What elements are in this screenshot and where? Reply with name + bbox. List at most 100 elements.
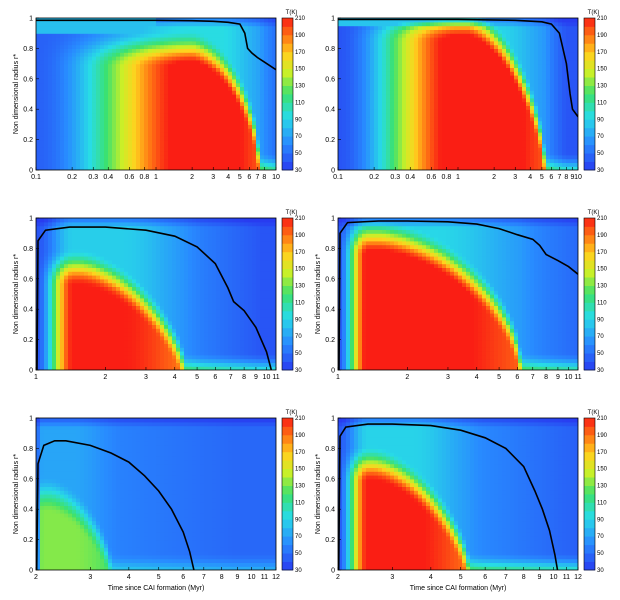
heatmap-cell	[220, 29, 225, 34]
heatmap-cell	[482, 139, 487, 144]
heatmap-cell	[44, 97, 49, 103]
heatmap-cell	[566, 116, 571, 122]
heatmap-cell	[410, 44, 415, 49]
heatmap-cell	[478, 67, 483, 72]
heatmap-cell	[92, 63, 97, 68]
heatmap-cell	[260, 139, 265, 144]
heatmap-cell	[530, 86, 535, 91]
heatmap-cell	[40, 59, 45, 65]
heatmap-cell	[48, 124, 53, 129]
heatmap-cell	[446, 162, 451, 167]
heatmap-cell	[486, 33, 491, 38]
heatmap-cell	[418, 67, 423, 72]
heatmap-cell	[228, 109, 233, 114]
heatmap-cell	[438, 63, 443, 68]
heatmap-cell	[378, 113, 383, 118]
heatmap-cell	[442, 21, 447, 27]
heatmap-cell	[48, 82, 53, 87]
heatmap-cell	[510, 37, 515, 42]
heatmap-cell	[390, 113, 395, 118]
heatmap-cell	[216, 154, 221, 160]
heatmap-cell	[56, 71, 61, 76]
heatmap-cell	[132, 109, 137, 114]
heatmap-cell	[152, 33, 157, 38]
heatmap-cell	[108, 109, 113, 114]
heatmap-cell	[172, 56, 177, 61]
heatmap-cell	[264, 48, 269, 53]
heatmap-cell	[224, 48, 229, 53]
heatmap-cell	[498, 162, 503, 167]
heatmap-cell	[494, 166, 499, 170]
heatmap-cell	[48, 21, 53, 27]
heatmap-cell	[52, 128, 57, 133]
heatmap-cell	[72, 154, 77, 160]
heatmap-cell	[260, 59, 265, 65]
heatmap-cell	[550, 135, 555, 141]
heatmap-cell	[164, 97, 169, 103]
heatmap-cell	[264, 40, 269, 46]
heatmap-cell	[522, 59, 527, 65]
heatmap-cell	[68, 40, 73, 46]
heatmap-cell	[550, 128, 555, 133]
heatmap-cell	[88, 135, 93, 141]
heatmap-cell	[168, 52, 173, 57]
heatmap-cell	[144, 67, 149, 72]
heatmap-cell	[434, 120, 439, 125]
heatmap-cell	[236, 82, 241, 87]
heatmap-cell	[518, 59, 523, 65]
heatmap-cell	[216, 33, 221, 38]
heatmap-cell	[188, 113, 193, 118]
heatmap-cell	[132, 143, 137, 148]
heatmap-cell	[208, 33, 213, 38]
heatmap-cell	[40, 113, 45, 118]
heatmap-cell	[160, 29, 165, 34]
heatmap-cell	[498, 44, 503, 49]
heatmap-cell	[172, 124, 177, 129]
heatmap-cell	[538, 109, 543, 114]
colorbar-tick-label: 90	[295, 117, 302, 123]
heatmap-cell	[164, 132, 169, 137]
heatmap-cell	[490, 90, 495, 95]
heatmap-cell	[386, 37, 391, 42]
heatmap-cell	[370, 113, 375, 118]
heatmap-cell	[144, 63, 149, 68]
colorbar-band	[584, 119, 595, 129]
heatmap-cell	[482, 162, 487, 167]
heatmap-cell	[124, 128, 129, 133]
heatmap-cell	[514, 21, 519, 27]
heatmap-cell	[208, 124, 213, 129]
heatmap-cell	[402, 139, 407, 144]
heatmap-cell	[144, 147, 149, 152]
heatmap-cell	[574, 158, 578, 163]
heatmap-cell	[40, 162, 45, 167]
heatmap-cell	[386, 132, 391, 137]
heatmap-cell	[358, 113, 363, 118]
heatmap-cell	[554, 67, 559, 72]
heatmap-cell	[470, 59, 475, 65]
heatmap-cell	[398, 124, 403, 129]
heatmap-cell	[72, 63, 77, 68]
heatmap-cell	[398, 40, 403, 46]
heatmap-cell	[228, 143, 233, 148]
heatmap-cell	[160, 154, 165, 160]
colorbar-tick-label: 210	[597, 16, 608, 22]
heatmap-cell	[244, 52, 249, 57]
heatmap-cell	[506, 75, 511, 80]
heatmap-cell	[144, 75, 149, 80]
heatmap-cell	[410, 21, 415, 27]
heatmap-cell	[196, 67, 201, 72]
heatmap-cell	[216, 162, 221, 167]
heatmap-cell	[430, 59, 435, 65]
heatmap-cell	[256, 135, 261, 141]
heatmap-cell	[140, 97, 145, 103]
heatmap-cell	[76, 44, 81, 49]
heatmap-cell	[526, 44, 531, 49]
heatmap-cell	[152, 158, 157, 163]
heatmap-cell	[446, 29, 451, 34]
heatmap-cell	[44, 33, 49, 38]
heatmap-cell	[350, 116, 355, 122]
heatmap-cell	[204, 105, 209, 110]
heatmap-cell	[156, 132, 161, 137]
heatmap-cell	[382, 59, 387, 65]
heatmap-cell	[240, 151, 245, 156]
